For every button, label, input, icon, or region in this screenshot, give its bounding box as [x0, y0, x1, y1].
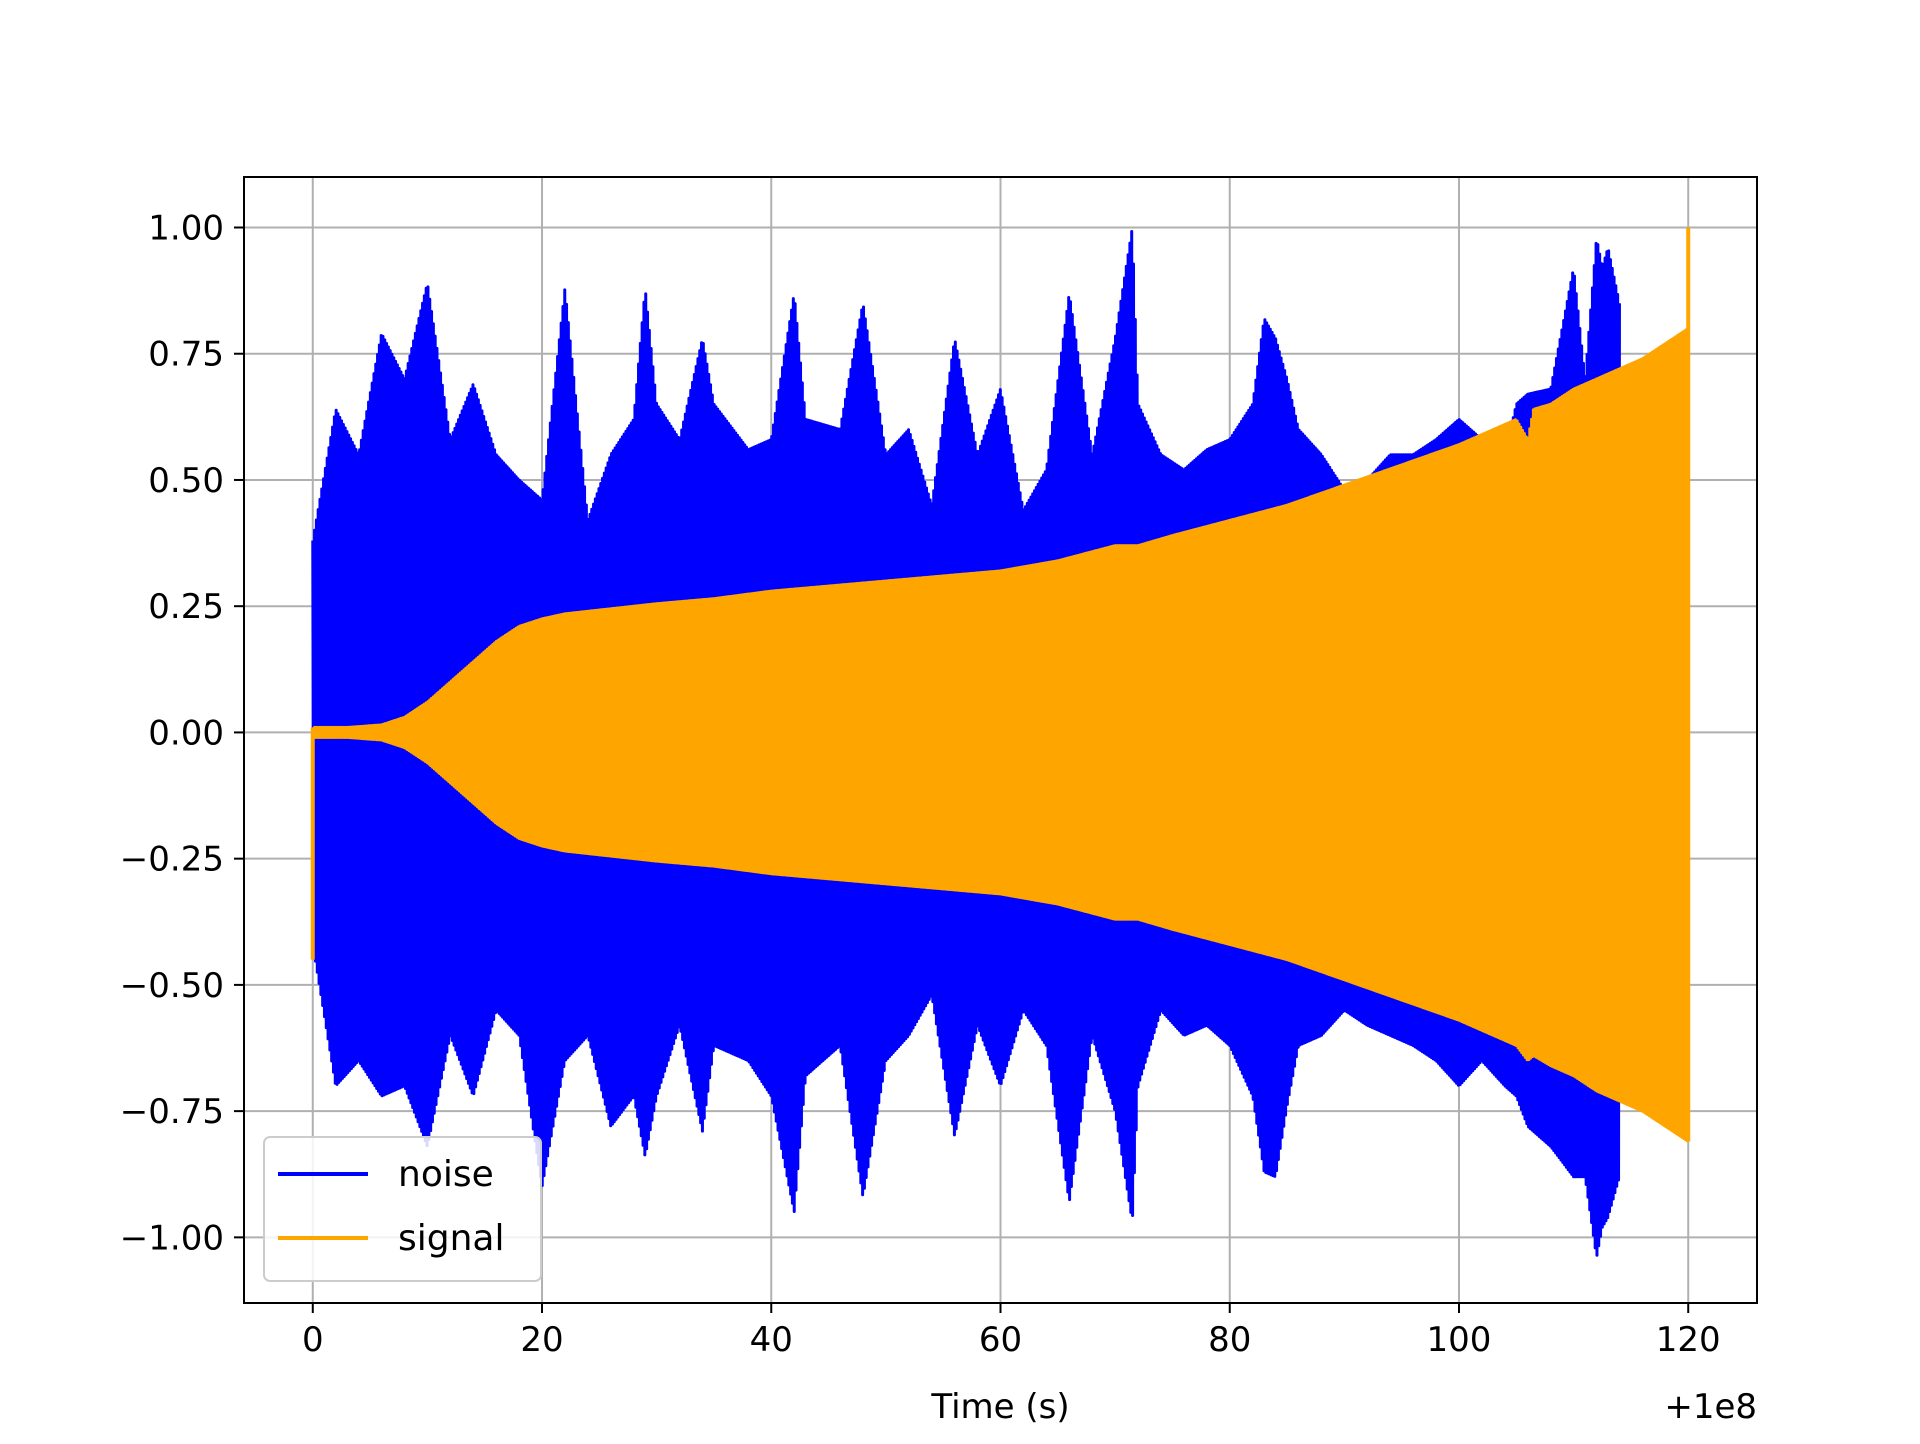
x-tick-label-5: 100 [1427, 1320, 1492, 1360]
y-tick-label-2: 0.50 [148, 461, 224, 501]
legend-label-noise: noise [398, 1154, 494, 1195]
x-tick-label-4: 80 [1208, 1320, 1251, 1360]
x-axis-label: Time (s) [930, 1387, 1069, 1427]
y-tick-label-1: 0.75 [148, 335, 224, 375]
y-tick-label-7: −0.75 [120, 1092, 224, 1132]
legend-label-signal: signal [398, 1218, 505, 1259]
x-tick-label-1: 20 [520, 1320, 563, 1360]
x-tick-label-0: 0 [302, 1320, 324, 1360]
x-tick-label-6: 120 [1656, 1320, 1721, 1360]
y-tick-label-6: −0.50 [120, 966, 224, 1006]
series-noise-line [311, 229, 1621, 1257]
ticks: 0 20 40 60 80 100 120 1.00 0.75 0.50 0.25 0.00 −0.25… [120, 208, 1721, 1360]
series-signal-line [311, 328, 1690, 1143]
y-tick-label-0: 1.00 [148, 208, 224, 248]
legend: noise signal [263, 1136, 542, 1282]
y-tick-label-3: 0.25 [148, 587, 224, 627]
x-tick-label-2: 40 [750, 1320, 793, 1360]
y-tick-label-8: −1.00 [120, 1218, 224, 1258]
x-offset-label: +1e8 [1664, 1387, 1757, 1427]
x-tick-label-3: 60 [979, 1320, 1022, 1360]
y-tick-label-5: −0.25 [120, 840, 224, 880]
y-tick-label-4: 0.00 [148, 713, 224, 753]
series-layer [310, 227, 1691, 1257]
